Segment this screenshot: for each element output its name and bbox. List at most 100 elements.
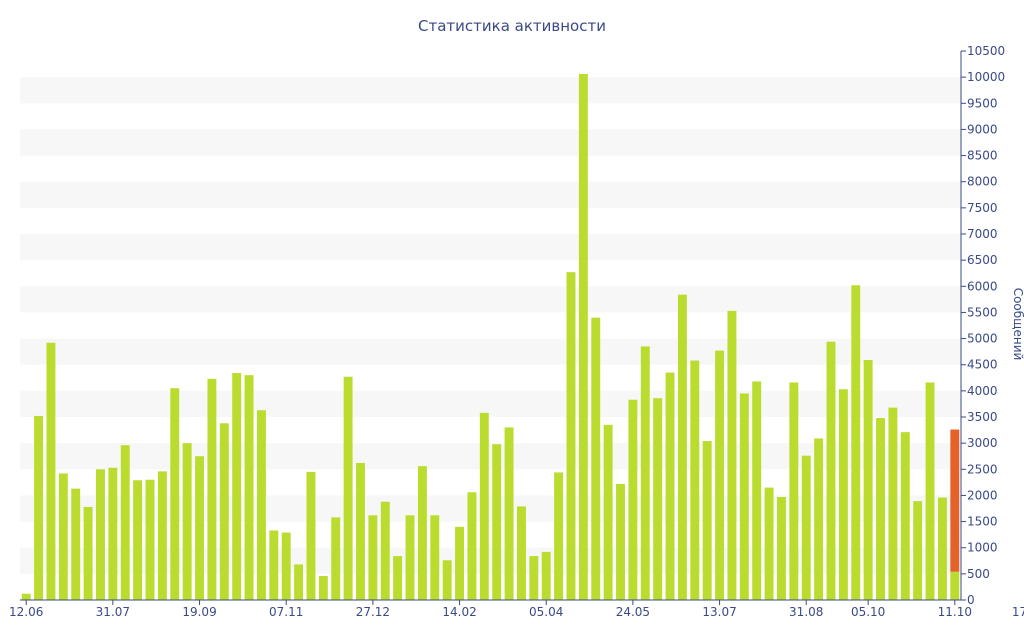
bar[interactable]: [83, 506, 93, 600]
x-tick-label: 05.10: [851, 605, 885, 619]
bar[interactable]: [876, 418, 885, 600]
y-tick-label: 2000: [967, 488, 998, 502]
bar[interactable]: [801, 455, 811, 600]
bar[interactable]: [764, 487, 774, 600]
bar[interactable]: [554, 472, 564, 600]
bar[interactable]: [591, 317, 601, 600]
bar[interactable]: [195, 456, 204, 600]
chart-title: Статистика активности: [418, 17, 606, 35]
bar[interactable]: [640, 346, 650, 600]
y-tick-label: 4500: [967, 358, 998, 372]
bar[interactable]: [256, 410, 266, 600]
bar[interactable]: [46, 342, 56, 600]
bar[interactable]: [715, 350, 725, 600]
bar[interactable]: [541, 551, 551, 600]
y-tick-label: 7500: [967, 201, 998, 215]
bar[interactable]: [455, 526, 465, 600]
x-tick-label: 12.06: [9, 605, 43, 619]
bar[interactable]: [108, 467, 118, 600]
bar[interactable]: [306, 471, 316, 600]
bar[interactable]: [405, 515, 415, 600]
bar[interactable]: [925, 382, 935, 600]
bar[interactable]: [133, 480, 143, 600]
bar[interactable]: [120, 445, 130, 600]
bar[interactable]: [690, 360, 700, 600]
y-tick-label: 5000: [967, 332, 998, 346]
bar[interactable]: [244, 375, 254, 600]
x-axis: 12.06 31.07 19.09 07.11 27.12 14.02 05.04 24.05…: [9, 599, 1024, 619]
bar[interactable]: [529, 556, 539, 600]
bar[interactable]: [145, 479, 155, 600]
bar[interactable]: [838, 389, 848, 600]
bar[interactable]: [96, 469, 105, 600]
bar[interactable]: [950, 571, 960, 600]
bar[interactable]: [516, 506, 526, 600]
bar[interactable]: [219, 423, 229, 600]
bar[interactable]: [417, 466, 427, 600]
bar[interactable]: [479, 412, 489, 600]
bar[interactable]: [58, 473, 68, 600]
bar[interactable]: [628, 399, 638, 600]
bar[interactable]: [318, 575, 328, 600]
bar[interactable]: [851, 285, 861, 600]
bar[interactable]: [467, 492, 477, 600]
bar[interactable]: [207, 378, 217, 600]
bar[interactable]: [269, 530, 279, 600]
y-tick-label: 4000: [967, 384, 998, 398]
bar[interactable]: [492, 444, 502, 600]
bar[interactable]: [739, 393, 749, 600]
bar[interactable]: [826, 341, 836, 600]
bar[interactable]: [616, 483, 625, 600]
y-tick-label: 6500: [967, 253, 998, 267]
y-tick-label: 1500: [967, 515, 998, 529]
bar[interactable]: [777, 496, 786, 600]
bar[interactable]: [653, 398, 663, 600]
grid-band: [20, 181, 961, 208]
bar[interactable]: [603, 424, 613, 600]
bar[interactable]: [578, 74, 588, 600]
bar[interactable]: [814, 438, 824, 600]
bar[interactable]: [343, 376, 353, 600]
bar[interactable]: [380, 501, 390, 600]
bar[interactable]: [752, 381, 762, 600]
y-tick-label: 10000: [967, 70, 1005, 84]
bar[interactable]: [356, 463, 365, 600]
y-tick-label: 8000: [967, 175, 998, 189]
bar[interactable]: [937, 497, 947, 600]
bar[interactable]: [789, 382, 799, 600]
bar[interactable]: [677, 294, 687, 600]
grid-band: [20, 286, 961, 313]
bar[interactable]: [900, 432, 910, 600]
bar-highlight[interactable]: [950, 429, 960, 572]
bar[interactable]: [294, 564, 304, 600]
x-tick-label: 14.02: [442, 605, 476, 619]
bar[interactable]: [21, 593, 31, 600]
x-tick-label: 07.11: [269, 605, 303, 619]
bar[interactable]: [727, 310, 737, 600]
bar[interactable]: [863, 360, 873, 600]
bar[interactable]: [665, 372, 675, 600]
bar[interactable]: [71, 488, 81, 600]
bar[interactable]: [430, 515, 440, 600]
y-tick-label: 3500: [967, 410, 998, 424]
bar[interactable]: [504, 427, 514, 600]
bar[interactable]: [442, 560, 452, 600]
x-tick-label: 27.12: [356, 605, 390, 619]
bar[interactable]: [281, 532, 291, 600]
bar[interactable]: [182, 443, 192, 600]
bars: [21, 74, 960, 600]
x-tick-label: 13.07: [702, 605, 736, 619]
bar[interactable]: [702, 441, 712, 600]
bar[interactable]: [170, 388, 180, 600]
bar[interactable]: [913, 501, 923, 600]
bar[interactable]: [232, 373, 242, 600]
x-tick-label: 31.08: [789, 605, 823, 619]
bar[interactable]: [368, 515, 378, 600]
bar[interactable]: [566, 272, 576, 600]
bar[interactable]: [888, 407, 898, 600]
bar[interactable]: [157, 471, 167, 600]
bar[interactable]: [331, 517, 341, 600]
bar[interactable]: [393, 556, 403, 600]
bar[interactable]: [34, 415, 44, 600]
